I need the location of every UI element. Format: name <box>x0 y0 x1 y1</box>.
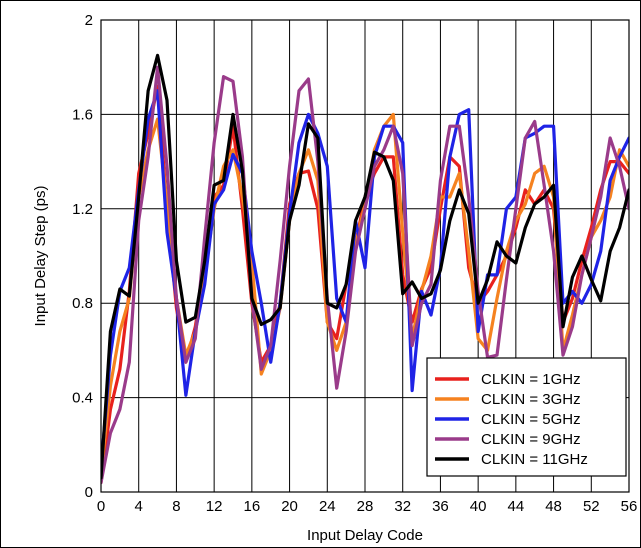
y-axis-title: Input Delay Step (ps) <box>32 186 49 327</box>
x-tick-label: 28 <box>357 498 374 515</box>
legend: CLKIN = 1GHz CLKIN = 3GHz CLKIN = 5GHz C… <box>426 357 627 477</box>
x-tick-label: 12 <box>206 498 223 515</box>
x-tick-label: 8 <box>172 498 180 515</box>
x-tick-label: 4 <box>135 498 143 515</box>
x-tick-label: 44 <box>508 498 525 515</box>
x-tick-label: 20 <box>281 498 298 515</box>
series-line-4 <box>101 53 629 480</box>
y-tick-label: 1.2 <box>72 201 93 218</box>
y-tick-label: 0.8 <box>72 295 93 312</box>
y-tick-label: 0 <box>85 484 93 501</box>
x-tick-label: 36 <box>432 498 449 515</box>
x-tick-label: 52 <box>583 498 600 515</box>
series-layer <box>101 53 629 485</box>
series-line-3 <box>101 65 629 485</box>
x-tick-label: 56 <box>621 498 638 515</box>
x-tick-label: 40 <box>470 498 487 515</box>
y-tick-label: 1.6 <box>72 106 93 123</box>
tick-label-layer: 0 4 8 12 16 20 24 28 32 36 40 44 48 52 5600.40.81.21.6… <box>72 12 637 515</box>
legend-label-5ghz: CLKIN = 5GHz <box>481 411 581 428</box>
y-tick-label: 0.4 <box>72 390 93 407</box>
x-tick-label: 48 <box>545 498 562 515</box>
legend-label-3ghz: CLKIN = 3GHz <box>481 391 581 408</box>
plot-area-border <box>100 19 630 493</box>
x-tick-label: 32 <box>394 498 411 515</box>
x-tick-label: 24 <box>319 498 336 515</box>
x-axis-title: Input Delay Code <box>307 527 423 544</box>
y-tick-label: 2 <box>85 12 93 29</box>
x-tick-label: 0 <box>97 498 105 515</box>
x-tick-label: 16 <box>244 498 261 515</box>
legend-label-1ghz: CLKIN = 1GHz <box>481 371 581 388</box>
legend-label-9ghz: CLKIN = 9GHz <box>481 431 581 448</box>
legend-label-11ghz: CLKIN = 11GHz <box>481 451 588 468</box>
series-line-2 <box>101 89 629 470</box>
